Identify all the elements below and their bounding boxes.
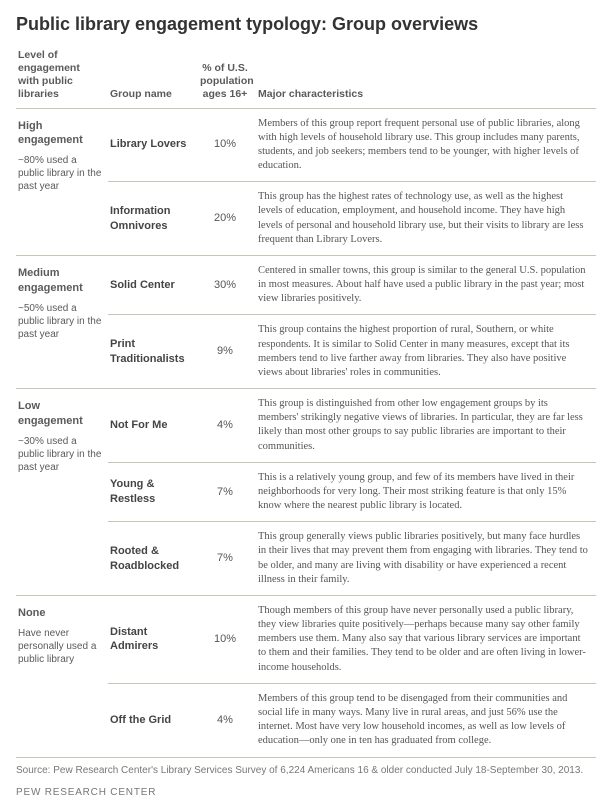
group-name: Library Lovers [108, 108, 198, 182]
group-name: Not For Me [108, 389, 198, 463]
description: This group is distinguished from other l… [256, 389, 596, 463]
pct-value: 7% [198, 522, 256, 596]
level-cell: High engagement ~80% used a public librar… [16, 108, 108, 255]
group-name: Solid Center [108, 255, 198, 315]
header-row: Level of engagement with public librarie… [16, 45, 596, 108]
pct-value: 9% [198, 315, 256, 389]
group-name: Distant Admirers [108, 595, 198, 683]
col-header-level: Level of engagement with public librarie… [16, 45, 108, 108]
brand-label: PEW RESEARCH CENTER [16, 787, 596, 798]
level-name: Low engagement [18, 399, 102, 429]
level-name: None [18, 606, 102, 621]
level-subtext: Have never personally used a public libr… [18, 627, 102, 666]
description: This group has the highest rates of tech… [256, 182, 596, 256]
source-note: Source: Pew Research Center's Library Se… [16, 764, 596, 777]
table-row: None Have never personally used a public … [16, 595, 596, 683]
report-table-container: Public library engagement typology: Grou… [0, 0, 612, 806]
table-row: Low engagement~30% used a public library… [16, 389, 596, 463]
pct-value: 30% [198, 255, 256, 315]
pct-value: 7% [198, 462, 256, 522]
description: Centered in smaller towns, this group is… [256, 255, 596, 315]
table-row: Medium engagement~50% used a public libr… [16, 255, 596, 315]
description: This group contains the highest proporti… [256, 315, 596, 389]
level-subtext: ~30% used a public library in the past y… [18, 435, 102, 474]
table-title: Public library engagement typology: Grou… [16, 14, 596, 35]
description: This group generally views public librar… [256, 522, 596, 596]
group-name: Information Omnivores [108, 182, 198, 256]
pct-value: 4% [198, 683, 256, 757]
group-name: Off the Grid [108, 683, 198, 757]
group-name: Rooted & Roadblocked [108, 522, 198, 596]
description: Members of this group report frequent pe… [256, 108, 596, 182]
typology-table: Level of engagement with public librarie… [16, 45, 596, 758]
level-name: High engagement [18, 119, 102, 149]
level-name: Medium engagement [18, 266, 102, 296]
pct-value: 20% [198, 182, 256, 256]
group-name: Young & Restless [108, 462, 198, 522]
level-cell: Low engagement ~30% used a public library… [16, 389, 108, 596]
description: Though members of this group have never … [256, 595, 596, 683]
pct-value: 4% [198, 389, 256, 463]
description: Members of this group tend to be disenga… [256, 683, 596, 757]
pct-value: 10% [198, 108, 256, 182]
group-name: Print Traditionalists [108, 315, 198, 389]
col-header-pct: % of U.S. population ages 16+ [198, 45, 256, 108]
level-subtext: ~50% used a public library in the past y… [18, 302, 102, 341]
level-subtext: ~80% used a public library in the past y… [18, 154, 102, 193]
col-header-desc: Major characteristics [256, 45, 596, 108]
col-header-group: Group name [108, 45, 198, 108]
table-row: High engagement~80% used a public librar… [16, 108, 596, 182]
description: This is a relatively young group, and fe… [256, 462, 596, 522]
pct-value: 10% [198, 595, 256, 683]
level-cell: None Have never personally used a public … [16, 595, 108, 757]
level-cell: Medium engagement ~50% used a public libr… [16, 255, 108, 388]
